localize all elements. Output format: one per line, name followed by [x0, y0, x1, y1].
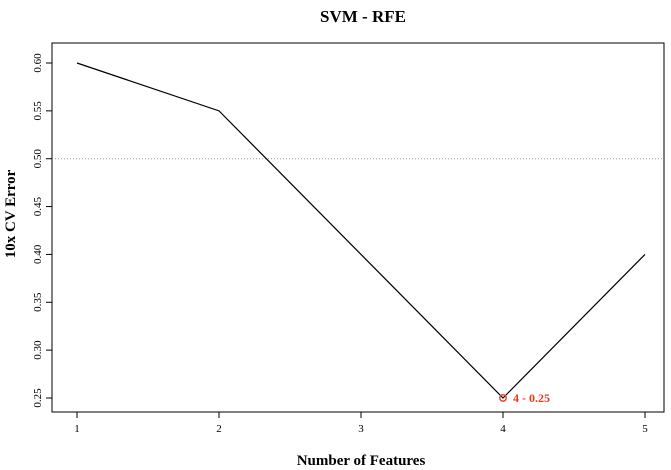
x-tick-label: 3: [358, 423, 364, 435]
x-tick-label: 4: [500, 423, 506, 435]
y-tick-label: 0.50: [32, 149, 44, 169]
plot-frame: [51, 42, 665, 413]
chart-title: SVM - RFE: [320, 7, 406, 26]
y-tick-label: 0.35: [32, 292, 44, 312]
y-tick-label: 0.25: [32, 388, 44, 408]
min-point-marker: [499, 394, 507, 402]
y-tick-label: 0.40: [32, 244, 44, 264]
x-tick-label: 5: [642, 423, 648, 435]
series-line: [76, 62, 646, 399]
y-tick-label: 0.30: [32, 340, 44, 360]
y-tick-label: 0.55: [32, 101, 44, 121]
axes: 1 2 3 4 5 0.25 0.30 0.35 0.40 0.45 0.50 0.55 0.60: [32, 42, 665, 435]
y-tick-label: 0.45: [32, 196, 44, 216]
y-axis-title: 10x CV Error: [3, 169, 19, 258]
x-axis-title: Number of Features: [297, 453, 426, 469]
x-tick-label: 1: [74, 423, 80, 435]
x-tick-label: 2: [216, 423, 222, 435]
y-tick-label: 0.60: [32, 53, 44, 73]
min-point-label: 4 - 0.25: [513, 391, 550, 405]
plot-area: 4 - 0.25: [52, 62, 664, 405]
